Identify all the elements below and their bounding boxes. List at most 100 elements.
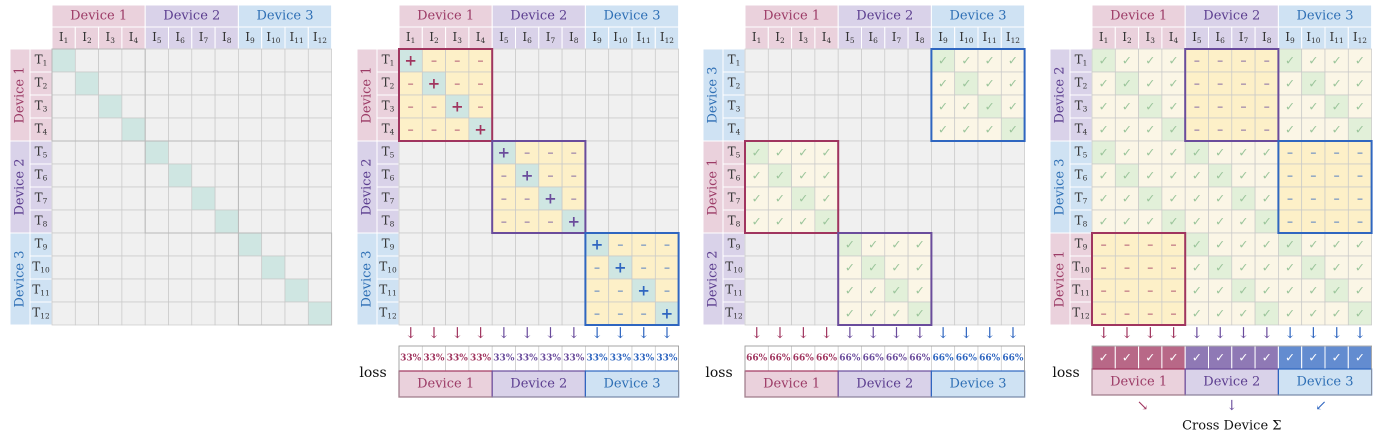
matrix-cell — [261, 301, 286, 326]
cell-symbol: – — [1357, 215, 1363, 229]
cell-symbol: ✓ — [1099, 192, 1109, 206]
matrix-cell — [631, 163, 656, 188]
cell-symbol: ✓ — [1238, 215, 1248, 229]
cell-symbol: ✓ — [1355, 307, 1365, 321]
matrix-cell — [608, 117, 633, 142]
text-label: T4 — [728, 122, 741, 137]
matrix-cell — [907, 48, 932, 73]
matrix-cell — [631, 140, 656, 165]
cell-symbol: ✓ — [822, 192, 832, 206]
text-label: T2 — [382, 76, 395, 91]
matrix-cell — [121, 232, 146, 257]
matrix-cell — [1000, 255, 1025, 280]
cell-symbol: ✓ — [1308, 284, 1318, 298]
cell-symbol: ✓ — [1332, 261, 1342, 275]
arrow-down: ↓ — [983, 324, 996, 342]
image-label: I8 — [222, 30, 232, 45]
matrix-cell — [977, 209, 1002, 234]
arrow-down: ↓ — [614, 324, 627, 342]
cell-symbol: ✓ — [1238, 307, 1248, 321]
cell-symbol: – — [1171, 261, 1177, 275]
loss-value: 66% — [863, 354, 885, 364]
cell-symbol: – — [1147, 307, 1153, 321]
matrix-cell — [74, 278, 99, 303]
loss-device-box — [398, 370, 493, 398]
cell-symbol: – — [1124, 284, 1130, 298]
loss-check: ✓ — [1169, 351, 1179, 365]
text-label: T12 — [379, 306, 396, 321]
cell-symbol: – — [641, 261, 647, 275]
matrix-cell — [74, 232, 99, 257]
loss-label: loss — [1052, 365, 1079, 381]
matrix-cell — [261, 209, 286, 234]
matrix-cell — [837, 163, 862, 188]
matrix-cell — [907, 71, 932, 96]
matrix-cell — [608, 140, 633, 165]
cell-symbol: ✓ — [1099, 123, 1109, 137]
cell-symbol: ✓ — [985, 100, 995, 114]
cell-symbol: – — [571, 192, 577, 206]
text-label: T10 — [725, 260, 743, 275]
cell-symbol: ✓ — [1008, 100, 1018, 114]
matrix-cell — [907, 117, 932, 142]
cell-symbol: ✓ — [1169, 146, 1179, 160]
matrix-cell — [907, 186, 932, 211]
loss-value: 33% — [633, 354, 655, 364]
cell-symbol: + — [521, 167, 534, 185]
positive-cell — [214, 209, 239, 234]
matrix-cell — [191, 209, 216, 234]
row-device-label: Device 3 — [706, 67, 721, 124]
cell-symbol: – — [501, 215, 507, 229]
matrix-cell — [744, 301, 769, 326]
matrix-cell — [884, 163, 909, 188]
matrix-cell — [884, 186, 909, 211]
cell-symbol: ✓ — [1355, 238, 1365, 252]
cell-symbol: – — [1171, 307, 1177, 321]
matrix-cell — [931, 255, 956, 280]
matrix-cell — [445, 278, 470, 303]
arrow-down: ↓ — [844, 324, 857, 342]
text-label: T11 — [32, 283, 49, 298]
cross-device-block-outline — [1184, 48, 1280, 142]
matrix-cell — [861, 71, 886, 96]
matrix-cell — [538, 71, 563, 96]
text-label: T7 — [35, 191, 48, 206]
device-header-label: Device 2 — [1203, 9, 1260, 24]
cell-symbol: ✓ — [822, 215, 832, 229]
cell-symbol: – — [1334, 146, 1340, 160]
matrix-cell — [744, 255, 769, 280]
loss-value: 33% — [610, 354, 632, 364]
loss-value: 33% — [540, 354, 562, 364]
matrix-cell — [515, 232, 540, 257]
matrix-cell — [861, 163, 886, 188]
cell-symbol: – — [1171, 284, 1177, 298]
cell-symbol: – — [501, 169, 507, 183]
arrow-down: ↓ — [820, 324, 833, 342]
matrix-cell — [238, 163, 263, 188]
device-header-label: Device 2 — [856, 9, 913, 24]
matrix-cell — [98, 48, 123, 73]
cell-symbol: – — [1217, 100, 1223, 114]
matrix-cell — [191, 278, 216, 303]
matrix-cell — [121, 255, 146, 280]
cell-symbol: – — [1264, 123, 1270, 137]
image-label: I11 — [983, 30, 997, 45]
matrix-cell — [468, 255, 493, 280]
matrix-cell — [491, 232, 516, 257]
matrix-cell — [261, 48, 286, 73]
cell-symbol: – — [1287, 146, 1293, 160]
loss-frame — [1091, 345, 1373, 396]
arrow-down: ↓ — [1284, 324, 1297, 342]
cell-symbol: ✓ — [1215, 261, 1225, 275]
cell-symbol: – — [454, 77, 460, 91]
matrix-cell — [284, 71, 309, 96]
cell-symbol: – — [524, 146, 530, 160]
matrix-cell — [814, 301, 839, 326]
matrix-cell — [74, 94, 99, 119]
cell-symbol: ✓ — [1169, 169, 1179, 183]
cell-symbol: – — [664, 284, 670, 298]
matrix-cell — [837, 71, 862, 96]
cell-symbol: ✓ — [1008, 54, 1018, 68]
matrix-cell — [468, 232, 493, 257]
matrix-cell — [307, 163, 332, 188]
